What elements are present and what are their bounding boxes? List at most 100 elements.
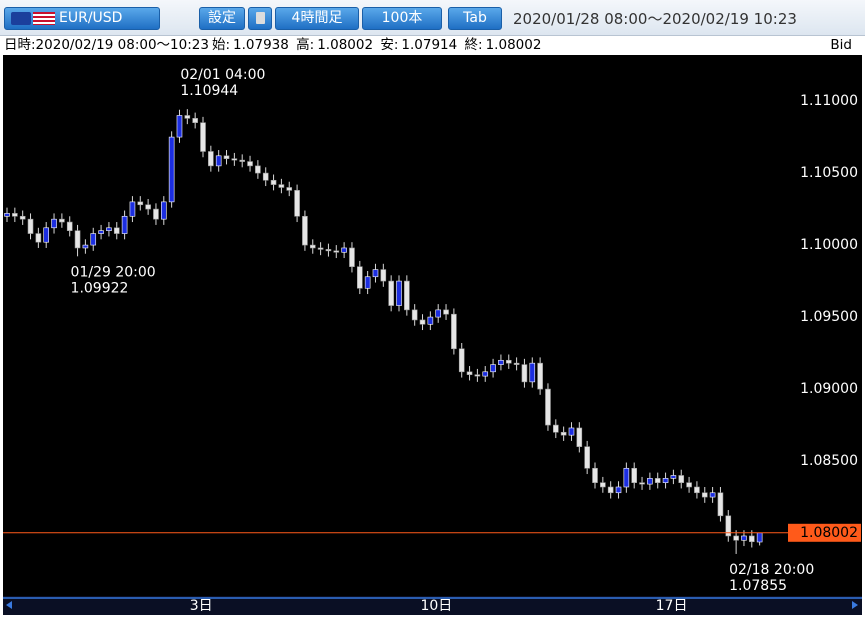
candle-body	[302, 215, 308, 246]
eu-flag	[11, 12, 31, 25]
candle-body	[208, 151, 214, 167]
candle-body	[756, 532, 763, 543]
candle-body	[161, 201, 167, 220]
candle-body	[701, 492, 708, 498]
time: 日時:2020/02/19 08:00～10:23	[4, 37, 209, 53]
candle-body	[545, 388, 551, 426]
y-tick-label: 1.10000	[800, 237, 858, 253]
candle-body	[733, 535, 739, 541]
candle-body	[725, 515, 732, 537]
candle-body	[623, 467, 630, 488]
candle-body	[98, 230, 104, 234]
high: 1.08002	[317, 37, 374, 53]
candle-body	[647, 478, 653, 485]
candle-body	[584, 446, 590, 469]
candle-body	[482, 371, 489, 377]
candle-body	[654, 478, 661, 483]
candle-body	[686, 482, 692, 488]
x-axis-strip	[3, 596, 862, 615]
candle-body	[529, 362, 536, 383]
symbol-button[interactable]: EUR/USD	[4, 7, 160, 30]
candle-body	[278, 184, 285, 188]
open: 1.07938	[233, 37, 289, 53]
candle-body	[364, 276, 371, 289]
scroll-right[interactable]	[852, 601, 858, 609]
close: 1.08002	[485, 37, 542, 53]
candle-body	[404, 280, 410, 311]
candle-body	[670, 475, 677, 479]
candle-body	[4, 213, 10, 217]
annotation-price: 1.09922	[71, 280, 129, 296]
candle-body	[521, 364, 528, 383]
candle-body	[51, 218, 57, 229]
candle-body	[576, 427, 583, 447]
candle-body	[349, 247, 355, 267]
candle-body	[639, 482, 645, 485]
candle-body	[694, 486, 700, 494]
candle-body	[709, 492, 716, 498]
candle-body	[607, 486, 614, 494]
candle-body	[662, 478, 669, 483]
candle-body	[90, 233, 97, 246]
close-label: 終:	[464, 37, 483, 53]
candle-body	[411, 309, 418, 321]
candle-body	[309, 244, 316, 249]
calc-button[interactable]	[248, 7, 272, 30]
annotation-time: 01/29 20:00	[71, 264, 156, 280]
x-tick-label: 3日	[190, 598, 213, 614]
x-tick-label: 17日	[656, 598, 688, 614]
candle-body	[270, 179, 277, 185]
settings-button[interactable]: 設定	[199, 7, 245, 30]
candle-body	[294, 190, 300, 217]
candle-body	[27, 218, 34, 234]
y-tick-label: 1.10500	[800, 165, 858, 181]
low: 1.07914	[401, 37, 458, 53]
candle-body	[631, 467, 638, 483]
candle-body	[419, 319, 426, 325]
candle-body	[129, 201, 136, 217]
candle-body	[262, 172, 269, 181]
count-button[interactable]: 100本	[362, 7, 442, 30]
candle-body	[200, 122, 206, 152]
candle-body	[372, 269, 379, 278]
period-button[interactable]: 4時間足	[275, 7, 359, 30]
candle-body	[552, 424, 559, 433]
icon	[255, 12, 265, 24]
candle-body	[325, 249, 332, 252]
scroll-left[interactable]	[6, 601, 12, 609]
candle-body	[717, 492, 724, 517]
candle-body	[490, 364, 496, 373]
tab-button[interactable]: Tab	[448, 7, 502, 30]
candle-body	[82, 244, 89, 249]
candle-body	[19, 215, 26, 220]
annotation-price: 1.10944	[180, 83, 238, 99]
candle-body	[443, 309, 449, 315]
candle-body	[741, 535, 747, 541]
candle-body	[223, 155, 230, 159]
candle-body	[137, 201, 144, 206]
candle-body	[255, 165, 261, 174]
candle-body	[388, 280, 394, 306]
candle-body	[458, 348, 465, 373]
y-tick-label: 1.09000	[800, 381, 858, 397]
candle-body	[568, 427, 575, 436]
candle-body	[356, 266, 363, 289]
last-price-box	[788, 523, 861, 542]
open-label: 始:	[211, 37, 231, 53]
annotation-time: 02/01 04:00	[180, 67, 265, 83]
y-tick-label: 1.11000	[800, 93, 858, 109]
candle-body	[748, 535, 755, 543]
candle-body	[380, 269, 387, 282]
candle-body	[333, 250, 340, 253]
annotation-time: 02/18 20:00	[729, 562, 814, 578]
candle-body	[106, 227, 112, 231]
candle-body	[35, 233, 42, 243]
candle-body	[43, 227, 50, 243]
candle-body	[678, 475, 685, 483]
candle-body	[192, 118, 198, 123]
candle-body	[74, 230, 81, 249]
low-label: 安:	[380, 37, 399, 53]
candle-body	[286, 187, 293, 191]
